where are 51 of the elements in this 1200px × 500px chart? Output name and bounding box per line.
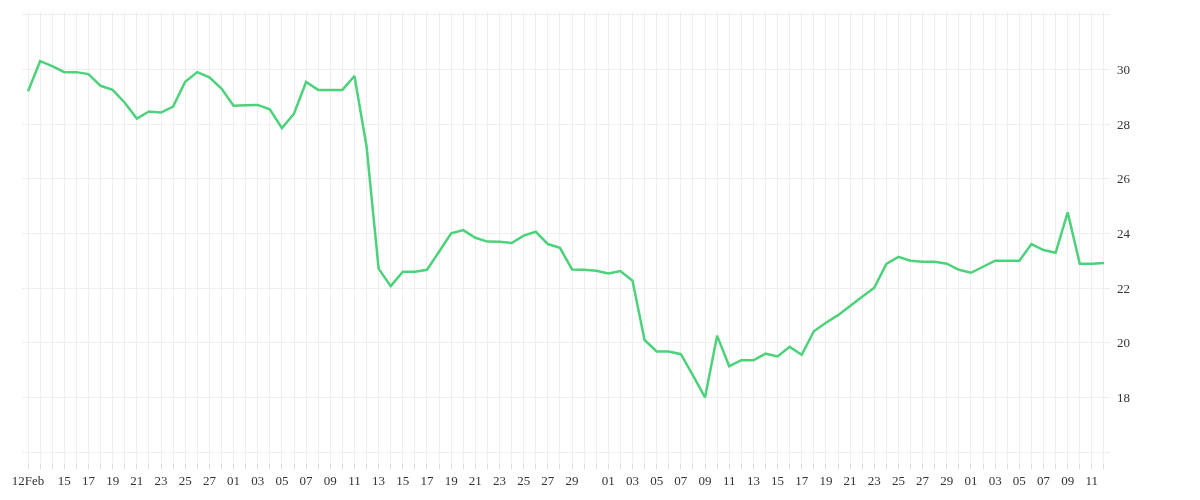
x-tick-label: 07 — [1037, 472, 1051, 488]
x-tick-label: 05 — [1012, 472, 1026, 488]
x-tick-label: 05 — [275, 472, 289, 488]
x-tick-label: 27 — [541, 472, 555, 488]
x-tick-label: 13 — [372, 472, 386, 488]
x-tick-label: 27 — [202, 472, 217, 488]
x-tick-label: 23 — [867, 472, 881, 488]
x-tick-label: 21 — [130, 472, 144, 488]
x-tick-label: 09 — [323, 472, 337, 488]
x-tick-label: 21 — [843, 472, 857, 488]
x-tick-label: 05 — [650, 472, 664, 488]
x-tick-label: 25 — [891, 472, 905, 488]
y-tick-label: 20 — [1117, 335, 1130, 351]
y-tick-label: 26 — [1117, 171, 1131, 187]
x-tick-label: 29 — [565, 472, 579, 488]
y-tick-label: 18 — [1117, 389, 1130, 405]
x-tick-label: 27 — [916, 472, 930, 488]
x-tick-label: 21 — [468, 472, 482, 488]
x-tick-label: 17 — [795, 472, 809, 488]
x-tick-label: 17 — [420, 472, 434, 488]
x-tick-label: 29 — [940, 472, 954, 488]
x-tick-label: 23 — [493, 472, 507, 488]
x-tick-label: 12Feb — [11, 472, 45, 488]
x-tick-label: 03 — [625, 472, 639, 488]
x-tick-label: 01 — [601, 472, 615, 488]
x-tick-label: 25 — [178, 472, 192, 488]
x-tick-label: 03 — [251, 472, 265, 488]
x-tick-label: 19 — [106, 472, 120, 488]
x-tick-label: 11 — [1085, 472, 1099, 488]
x-tick-label: 23 — [154, 472, 168, 488]
y-tick-label: 24 — [1117, 225, 1131, 241]
x-tick-label: 17 — [81, 472, 96, 488]
x-tick-label: 01 — [227, 472, 241, 488]
x-tick-label: 07 — [674, 472, 688, 488]
x-tick-label: 09 — [698, 472, 712, 488]
x-tick-label: 19 — [444, 472, 458, 488]
x-tick-label: 01 — [964, 472, 978, 488]
x-tick-label: 25 — [517, 472, 531, 488]
x-tick-label: 15 — [771, 472, 785, 488]
y-tick-label: 30 — [1117, 61, 1130, 77]
x-tick-label: 11 — [722, 472, 736, 488]
x-tick-label: 13 — [746, 472, 760, 488]
x-tick-label: 11 — [348, 472, 361, 488]
x-tick-label: 15 — [57, 472, 71, 488]
x-tick-label: 09 — [1061, 472, 1075, 488]
x-tick-label: 15 — [396, 472, 410, 488]
x-tick-label: 19 — [819, 472, 833, 488]
x-tick-label: 07 — [299, 472, 314, 488]
x-tick-label: 03 — [988, 472, 1002, 488]
y-tick-label: 22 — [1117, 280, 1130, 296]
y-tick-label: 28 — [1117, 116, 1130, 132]
